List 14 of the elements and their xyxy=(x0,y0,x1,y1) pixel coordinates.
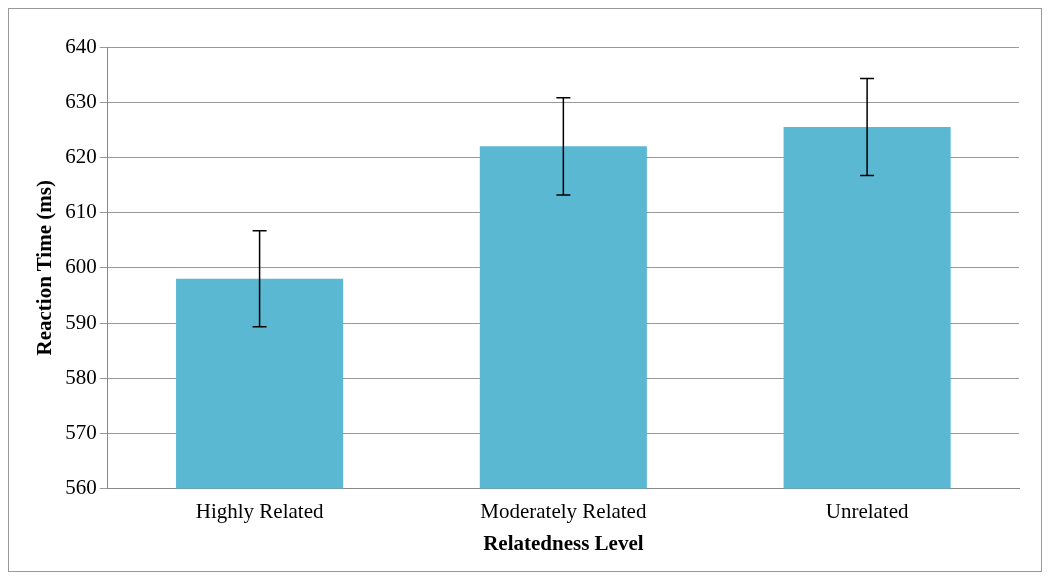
x-axis-title: Relatedness Level xyxy=(483,530,644,555)
y-axis-title: Reaction Time (ms) xyxy=(32,180,57,356)
y-tick-label: 610 xyxy=(65,199,97,224)
y-tick-label: 570 xyxy=(65,419,97,444)
x-tick-label: Moderately Related xyxy=(480,498,647,523)
y-tick-label: 590 xyxy=(65,309,97,334)
y-tick-label: 600 xyxy=(65,254,97,279)
y-tick-label: 620 xyxy=(65,143,97,168)
y-tick-label: 630 xyxy=(65,88,97,113)
y-tick-label: 580 xyxy=(65,364,97,389)
y-tick-label: 560 xyxy=(65,475,97,500)
y-tick-label: 640 xyxy=(65,33,97,58)
x-tick-label: Highly Related xyxy=(195,498,324,523)
x-tick-label: Unrelated xyxy=(825,498,910,523)
